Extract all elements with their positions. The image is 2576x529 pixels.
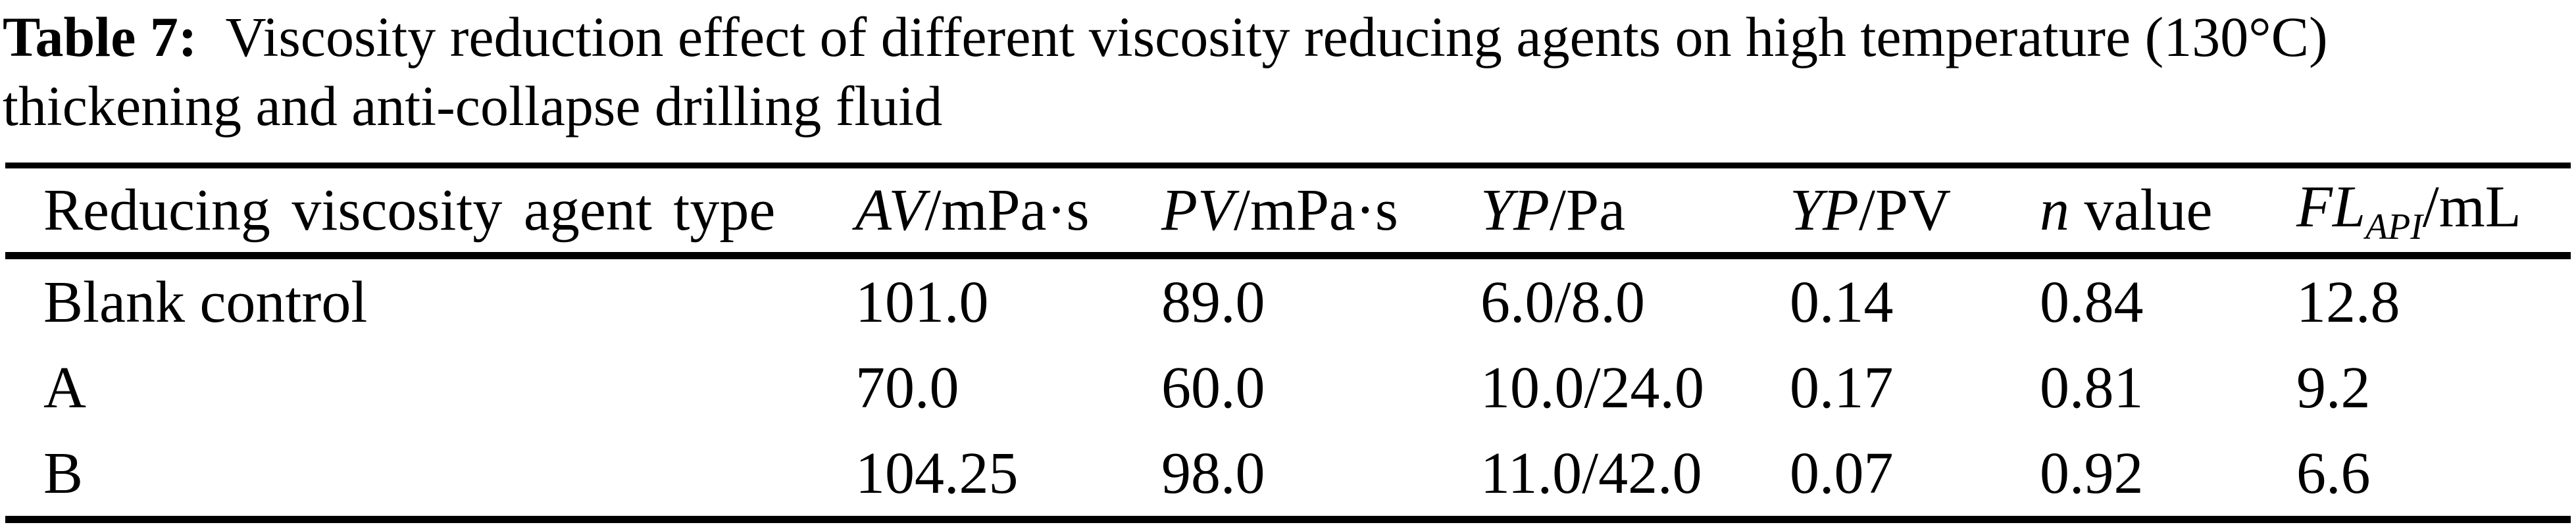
cell-av: 104.25 <box>855 440 1019 506</box>
column-header-fl-api: FLAPI/mL <box>2296 165 2571 259</box>
cell-n-value: 0.84 <box>2040 269 2144 335</box>
table-container: Reducing viscosity agent type AV/mPa·s P… <box>5 163 2571 523</box>
cell-n-value: 0.81 <box>2040 355 2144 420</box>
cell-yp-pv: 0.07 <box>1790 440 1894 506</box>
cell-pv: 60.0 <box>1161 355 1265 420</box>
cell-n-value: 0.92 <box>2040 440 2144 506</box>
cell-av: 70.0 <box>855 355 959 420</box>
column-header-av: AV/mPa·s <box>855 165 1161 259</box>
table-caption-label: Table 7: <box>3 5 197 68</box>
data-table: Reducing viscosity agent type AV/mPa·s P… <box>5 163 2571 523</box>
cell-yp: 6.0/8.0 <box>1480 269 1646 335</box>
table-caption: Table 7: Viscosity reduction effect of di… <box>3 3 2572 141</box>
table-row-blank-control: Blank control 101.0 89.0 6.0/8.0 0.14 0.… <box>5 256 2571 345</box>
cell-yp-pv: 0.17 <box>1790 355 1894 420</box>
table-row-agent-a: A 70.0 60.0 10.0/24.0 0.17 0.81 9.2 <box>5 345 2571 430</box>
cell-agent-type: A <box>43 355 86 420</box>
cell-fl-api: 6.6 <box>2296 440 2371 506</box>
cell-yp: 10.0/24.0 <box>1480 355 1705 420</box>
column-header-pv: PV/mPa·s <box>1161 165 1480 259</box>
header-row: Reducing viscosity agent type AV/mPa·s P… <box>5 165 2571 259</box>
table-caption-line1: Viscosity reduction effect of different … <box>225 5 2328 68</box>
column-header-yp: YP/Pa <box>1480 165 1790 259</box>
cell-yp: 11.0/42.0 <box>1480 440 1702 506</box>
table-caption-line2: thickening and anti-collapse drilling fl… <box>3 74 943 138</box>
cell-yp-pv: 0.14 <box>1790 269 1894 335</box>
cell-av: 101.0 <box>855 269 989 335</box>
cell-fl-api: 12.8 <box>2296 269 2400 335</box>
cell-agent-type: Blank control <box>43 269 368 335</box>
table-row-agent-b: B 104.25 98.0 11.0/42.0 0.07 0.92 6.6 <box>5 430 2571 520</box>
cell-agent-type: B <box>43 440 84 506</box>
column-header-n-value: n value <box>2040 165 2296 259</box>
column-header-agent-type: Reducing viscosity agent type <box>5 165 855 259</box>
table-body: Blank control 101.0 89.0 6.0/8.0 0.14 0.… <box>5 256 2571 520</box>
cell-fl-api: 9.2 <box>2296 355 2371 420</box>
table-header: Reducing viscosity agent type AV/mPa·s P… <box>5 165 2571 259</box>
cell-pv: 98.0 <box>1161 440 1265 506</box>
column-header-yp-pv: YP/PV <box>1790 165 2040 259</box>
cell-pv: 89.0 <box>1161 269 1265 335</box>
